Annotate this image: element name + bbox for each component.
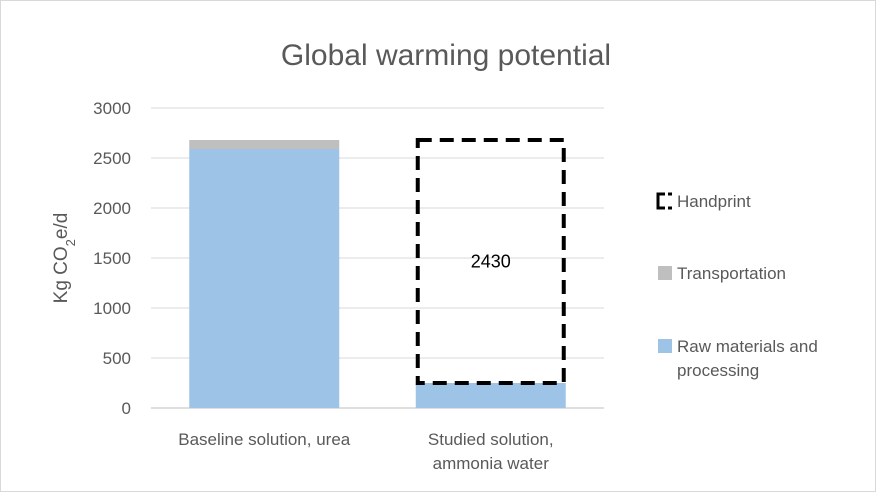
y-tick-label: 3000 bbox=[93, 99, 131, 118]
legend-swatch bbox=[658, 266, 672, 280]
x-tick-label: ammonia water bbox=[433, 454, 550, 473]
y-tick-label: 1500 bbox=[93, 249, 131, 268]
y-tick-label: 1000 bbox=[93, 299, 131, 318]
legend-swatch bbox=[656, 192, 665, 210]
y-tick-label: 2500 bbox=[93, 149, 131, 168]
data-label: 2430 bbox=[471, 252, 511, 272]
bars: 2430 bbox=[189, 138, 566, 408]
y-tick-labels: 0 500 1000 1500 2000 2500 3000 bbox=[93, 99, 131, 418]
chart-title: Global warming potential bbox=[281, 39, 611, 72]
legend: Handprint Transportation Raw materials and… bbox=[656, 192, 818, 380]
x-tick-label: Studied solution, bbox=[428, 430, 554, 449]
y-tick-label: 0 bbox=[122, 399, 131, 418]
category-labels: Baseline solution, urea Studied solution,… bbox=[178, 430, 553, 473]
legend-label: processing bbox=[677, 361, 759, 380]
legend-swatch bbox=[658, 339, 672, 353]
bar-handprint bbox=[415, 138, 566, 385]
y-tick-label: 500 bbox=[103, 349, 131, 368]
x-tick-label: Baseline solution, urea bbox=[178, 430, 351, 449]
bar-segment bbox=[189, 140, 340, 149]
bar-segment bbox=[189, 149, 340, 408]
legend-label: Raw materials and bbox=[677, 337, 818, 356]
legend-label: Transportation bbox=[677, 264, 786, 283]
legend-label: Handprint bbox=[677, 192, 751, 211]
y-axis-label: Kg CO2e/d bbox=[51, 213, 78, 304]
y-tick-label: 2000 bbox=[93, 199, 131, 218]
bar-segment bbox=[415, 383, 566, 408]
